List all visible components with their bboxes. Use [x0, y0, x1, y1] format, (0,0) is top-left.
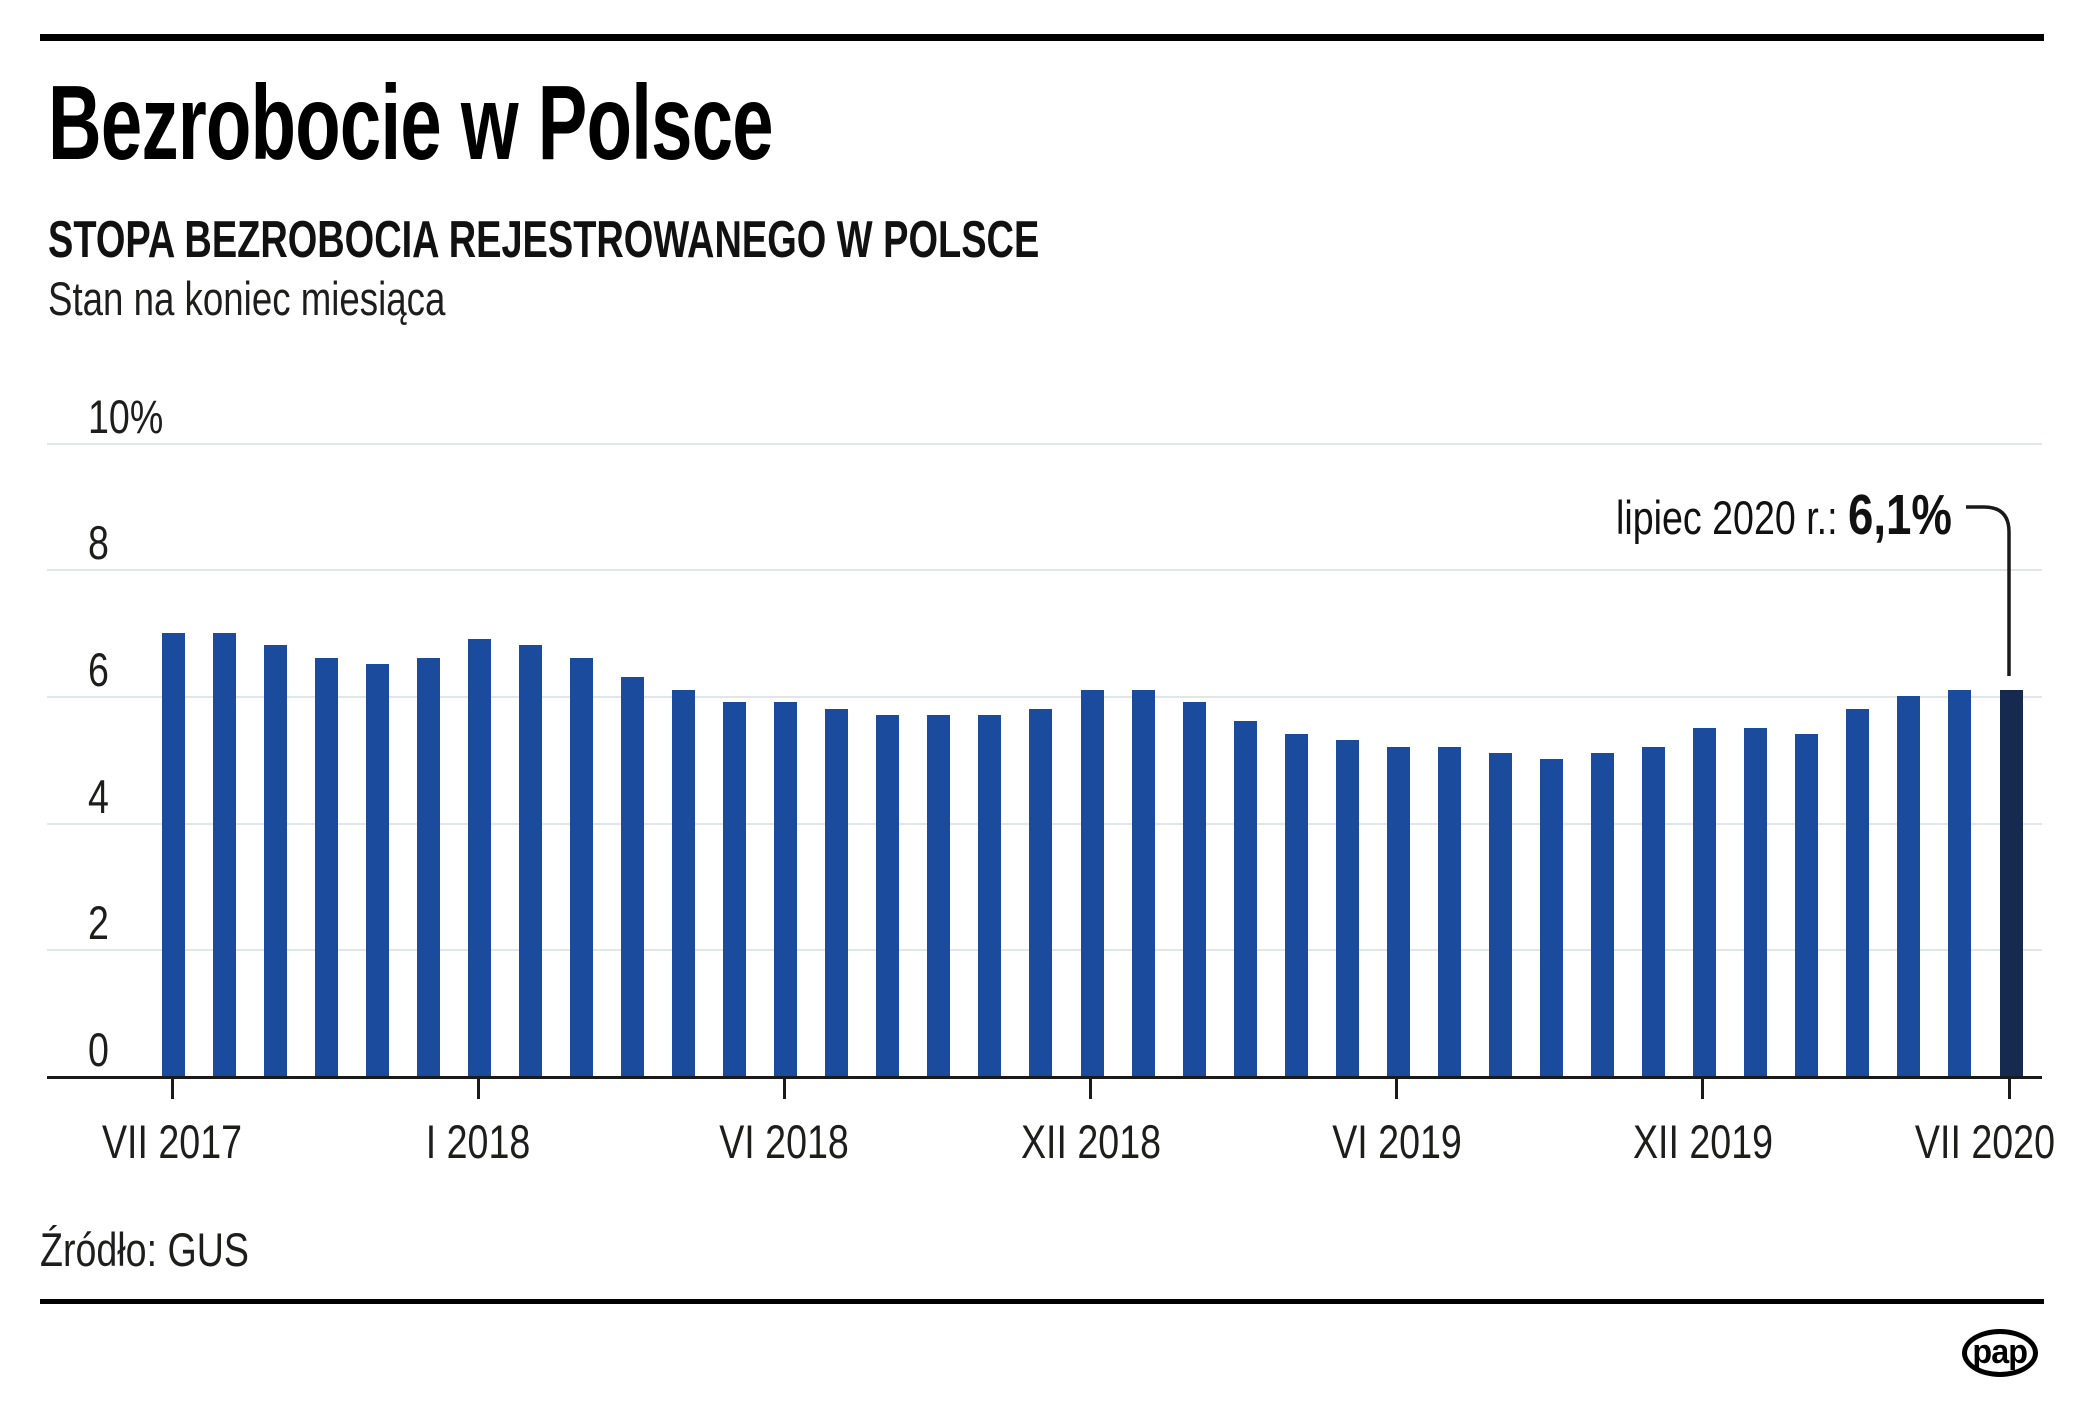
bar: [927, 714, 951, 1076]
top-rule: [40, 34, 2044, 41]
bar: [1182, 702, 1206, 1076]
x-axis-label: XII 2018: [1020, 1115, 1161, 1168]
bar: [416, 657, 440, 1076]
bar: [825, 708, 849, 1076]
bar: [1846, 708, 1870, 1076]
bar: [978, 714, 1002, 1076]
bar: [1233, 721, 1257, 1076]
bar: [723, 702, 747, 1076]
axis-tick: [1701, 1079, 1705, 1099]
bar: [1540, 759, 1563, 1077]
bar: [1591, 752, 1615, 1076]
bar: [1642, 746, 1666, 1076]
y-axis-label: 4: [88, 769, 109, 823]
bar: [212, 632, 236, 1076]
axis-tick: [170, 1079, 174, 1099]
page-title: Bezrobocie w Polsce: [48, 64, 774, 182]
gridline: [47, 695, 2042, 698]
bar: [1080, 689, 1104, 1076]
bar: [161, 632, 185, 1076]
bar: [876, 714, 900, 1076]
bar: [1335, 740, 1359, 1076]
axis-tick: [1395, 1079, 1399, 1099]
y-axis-label: 2: [88, 896, 109, 950]
x-axis-label: I 2018: [425, 1115, 531, 1168]
bar: [621, 676, 644, 1076]
bar: [365, 664, 389, 1076]
bar: [1693, 727, 1717, 1076]
bar-highlighted: [1999, 689, 2023, 1076]
x-axis-label: VII 2020: [1914, 1115, 2055, 1168]
bar: [1897, 695, 1921, 1076]
bar: [569, 657, 593, 1076]
bar: [774, 702, 798, 1076]
axis-tick: [2007, 1079, 2011, 1099]
y-axis-label: 0: [88, 1023, 109, 1076]
axis-tick: [1089, 1079, 1092, 1099]
pap-logo: pap: [1962, 1329, 2038, 1377]
bar: [263, 645, 287, 1076]
axis-tick: [782, 1079, 786, 1099]
x-axis-line: [47, 1076, 2042, 1079]
bar: [1795, 733, 1819, 1076]
annotation: lipiec 2020 r.: 6,1%: [1616, 487, 1952, 544]
source-note: Źródło: GUS: [40, 1223, 249, 1276]
bar: [1948, 689, 1972, 1076]
x-axis-label: VI 2018: [719, 1115, 850, 1168]
bar: [1029, 708, 1053, 1076]
bar: [1284, 733, 1308, 1076]
pap-logo-text: pap: [1972, 1333, 2029, 1371]
bar: [1744, 727, 1768, 1076]
y-axis-label: 8: [88, 516, 109, 570]
gridline: [47, 442, 2042, 445]
chart-subtitle: STOPA BEZROBOCIA REJESTROWANEGO W POLSCE: [48, 211, 1040, 269]
bar: [467, 638, 491, 1076]
bar: [1131, 689, 1155, 1076]
bar: [314, 657, 338, 1076]
x-axis-label: VII 2017: [101, 1115, 243, 1168]
annotation-label: lipiec 2020 r.:: [1616, 491, 1849, 544]
bottom-rule: [40, 1299, 2044, 1304]
chart-note: Stan na koniec miesiąca: [48, 272, 446, 325]
bar: [672, 689, 696, 1076]
x-axis-label: XII 2019: [1632, 1115, 1773, 1168]
gridline: [47, 569, 2042, 572]
axis-tick: [476, 1079, 480, 1099]
y-axis-label: 10%: [88, 389, 164, 443]
y-axis-label: 6: [88, 642, 109, 696]
x-axis-label: VI 2019: [1331, 1115, 1462, 1168]
bar: [1437, 746, 1461, 1076]
bar: [1488, 752, 1512, 1076]
annotation-value: 6,1%: [1848, 483, 1952, 547]
bar: [1386, 746, 1410, 1076]
bar: [518, 645, 542, 1076]
